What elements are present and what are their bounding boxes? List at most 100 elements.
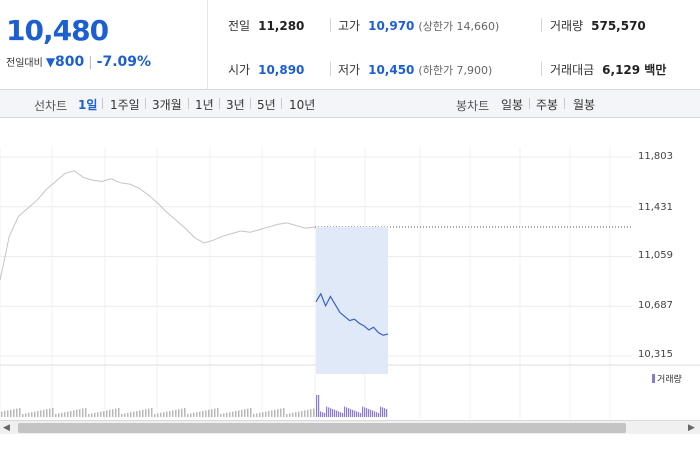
volume-bar <box>372 410 374 417</box>
previous-day-line <box>0 170 316 281</box>
volume-bar <box>202 411 204 417</box>
volume-bar <box>88 414 90 417</box>
tab-divider <box>188 98 189 109</box>
volume-bar <box>374 411 376 417</box>
line-chart-label: 선차트 <box>34 99 68 113</box>
volume-bar <box>166 411 168 417</box>
volume-bar <box>196 412 198 417</box>
stat-value: 10,890 <box>258 63 305 77</box>
volume-bar <box>46 409 48 417</box>
volume-bar <box>298 411 300 417</box>
volume-bar <box>13 409 15 417</box>
stat-sub: (상한가 14,660) <box>418 20 500 33</box>
volume-bar <box>64 412 66 417</box>
volume-bar <box>220 414 222 417</box>
volume-bar <box>7 410 9 417</box>
volume-bar <box>169 411 171 417</box>
volume-bar <box>358 412 360 417</box>
volume-bar <box>25 413 27 417</box>
tab-1y[interactable]: 1년 <box>195 98 214 112</box>
volume-bar <box>148 408 150 417</box>
tab-divider <box>250 98 251 109</box>
volume-bar <box>247 408 249 417</box>
change-label: 전일대비 <box>6 58 43 69</box>
tab-10y[interactable]: 10년 <box>289 98 316 112</box>
current-day-line <box>315 292 389 336</box>
stat-label: 전일 <box>228 19 251 33</box>
volume-bar <box>151 408 153 417</box>
stat-value: 10,450 <box>368 63 415 77</box>
tab-3y[interactable]: 3년 <box>226 98 245 112</box>
stat-divider <box>330 18 331 32</box>
volume-bar <box>73 410 75 417</box>
volume-bar <box>85 408 87 417</box>
volume-swatch <box>652 374 655 383</box>
tab-1d[interactable]: 1일 <box>78 98 98 112</box>
volume-bar <box>235 411 237 417</box>
stat-label: 시가 <box>228 63 251 77</box>
volume-bar <box>70 411 72 417</box>
volume-bar <box>262 412 264 417</box>
change-amount: 800 <box>55 54 85 70</box>
volume-bar <box>286 414 288 417</box>
change-percent: -7.09% <box>96 54 152 70</box>
tab-divider <box>219 98 220 109</box>
down-arrow-icon: ▼ <box>45 55 56 69</box>
volume-bar <box>157 413 159 417</box>
volume-bar <box>4 411 6 417</box>
volume-bar <box>31 412 33 417</box>
volume-bar <box>366 408 368 417</box>
volume-bar <box>55 414 57 417</box>
volume-bar <box>223 413 225 417</box>
volume-bar <box>91 413 93 417</box>
volume-bar <box>384 408 386 417</box>
tab-5y[interactable]: 5년 <box>257 98 276 112</box>
stat-value: 10,970 <box>368 19 415 33</box>
volume-bar <box>163 412 165 417</box>
volume-bar <box>115 408 117 417</box>
tab-1w[interactable]: 1주일 <box>110 98 140 112</box>
volume-bar <box>253 414 255 417</box>
volume-bar <box>368 409 370 417</box>
volume-bar <box>382 407 384 417</box>
volume-bar <box>313 408 315 417</box>
volume-bar <box>106 410 108 417</box>
volume-bar <box>271 410 273 417</box>
stat-open: 시가 10,890 <box>228 61 304 78</box>
scroll-thumb[interactable] <box>18 423 626 433</box>
volume-bar <box>328 407 330 417</box>
volume-bar <box>344 406 346 417</box>
volume-legend: 거래량 <box>652 372 682 385</box>
volume-bar <box>187 414 189 417</box>
tab-daily-candle[interactable]: 일봉 <box>501 98 524 112</box>
volume-bar <box>97 412 99 417</box>
volume-bar <box>386 409 388 417</box>
volume-bar <box>318 395 320 417</box>
stat-value: 575,570 <box>591 19 646 33</box>
volume-bar <box>274 409 276 417</box>
volume-bar <box>10 409 12 417</box>
scroll-left-arrow-icon[interactable]: ◀ <box>3 423 10 433</box>
tab-weekly-candle[interactable]: 주봉 <box>536 98 559 112</box>
volume-bar <box>238 410 240 417</box>
quote-panel: 10,480 전일대비 ▼800 | -7.09% 전일 11,280 고가 10,970… <box>0 0 700 90</box>
volume-bar <box>154 414 156 417</box>
period-toolbar: 선차트 1일 1주일 3개월 1년 3년 5년 10년 봉차트 일봉 주봉 월봉 <box>0 90 700 118</box>
stat-label: 고가 <box>338 19 361 33</box>
tab-3m[interactable]: 3개월 <box>152 98 182 112</box>
volume-bar <box>304 410 306 417</box>
volume-bar <box>378 413 380 417</box>
volume-bar <box>307 409 309 417</box>
tab-monthly-candle[interactable]: 월봉 <box>573 98 596 112</box>
volume-bar <box>217 408 219 417</box>
chart-scrollbar[interactable]: ◀ ▶ <box>0 420 700 434</box>
stat-divider <box>330 62 331 76</box>
volume-bar <box>362 406 364 417</box>
volume-bar <box>322 412 324 417</box>
current-day-shade <box>316 226 388 374</box>
volume-bar <box>265 411 267 417</box>
volume-bar <box>350 409 352 417</box>
volume-bar <box>352 409 354 417</box>
scroll-right-arrow-icon[interactable]: ▶ <box>688 423 695 433</box>
price-chart[interactable] <box>0 119 700 419</box>
